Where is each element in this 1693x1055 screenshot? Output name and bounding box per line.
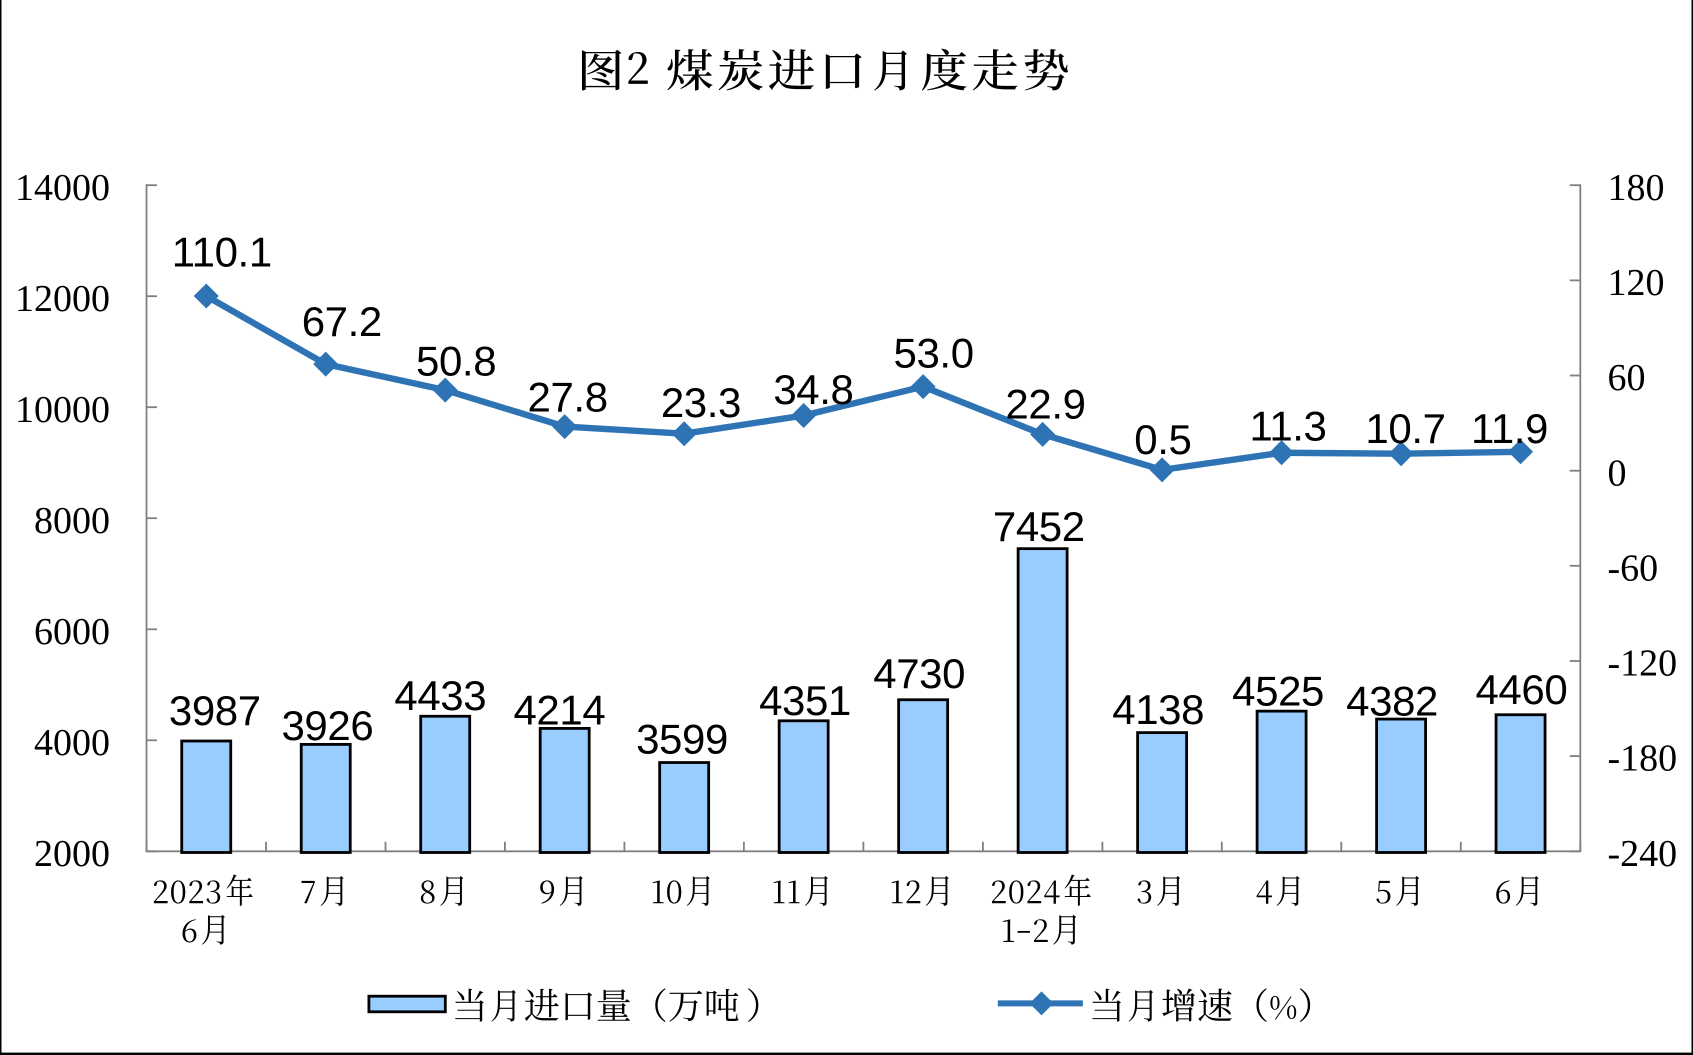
svg-text:2000: 2000 [34,833,110,875]
svg-text:-120: -120 [1608,643,1678,685]
svg-text:10000: 10000 [15,389,110,431]
svg-text:-60: -60 [1608,547,1659,589]
svg-text:0: 0 [1608,452,1627,494]
svg-text:-240: -240 [1608,833,1678,875]
svg-text:34.8: 34.8 [773,366,853,413]
svg-text:50.8: 50.8 [416,338,496,385]
svg-text:3926: 3926 [281,702,373,749]
svg-text:14000: 14000 [15,167,110,209]
svg-text:4460: 4460 [1475,666,1567,713]
svg-text:12000: 12000 [15,278,110,320]
svg-text:11.3: 11.3 [1249,403,1326,450]
svg-text:23.3: 23.3 [661,379,741,426]
svg-text:67.2: 67.2 [302,298,382,345]
svg-text:53.0: 53.0 [894,330,974,377]
svg-text:3987: 3987 [169,687,261,734]
svg-text:120: 120 [1608,262,1665,304]
svg-text:7452: 7452 [993,503,1085,550]
svg-text:10.7: 10.7 [1365,405,1445,452]
svg-text:4351: 4351 [759,677,851,724]
svg-text:4730: 4730 [873,650,965,697]
svg-text:3599: 3599 [636,715,728,762]
svg-text:22.9: 22.9 [1005,380,1085,427]
svg-text:60: 60 [1608,357,1646,399]
svg-text:0.5: 0.5 [1134,416,1191,463]
svg-text:27.8: 27.8 [528,373,608,420]
svg-text:4525: 4525 [1232,668,1324,715]
svg-text:4214: 4214 [513,686,605,733]
svg-text:4000: 4000 [34,722,110,764]
svg-text:6000: 6000 [34,611,110,653]
svg-text:4433: 4433 [394,672,486,719]
svg-text:4382: 4382 [1346,678,1438,725]
svg-text:4138: 4138 [1112,686,1204,733]
svg-text:180: 180 [1608,167,1665,209]
svg-text:11.9: 11.9 [1471,405,1548,452]
svg-text:-180: -180 [1608,738,1678,780]
svg-text:110.1: 110.1 [172,228,272,275]
svg-text:8000: 8000 [34,500,110,542]
